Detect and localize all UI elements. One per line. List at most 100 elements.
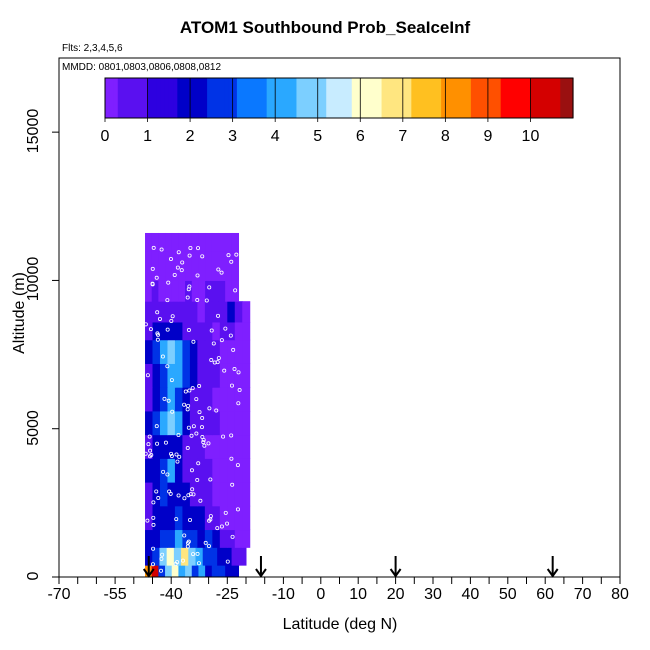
heatmap-cell bbox=[152, 482, 161, 507]
sample-marker bbox=[143, 322, 148, 327]
heatmap-cell bbox=[205, 280, 213, 302]
heatmap-cell bbox=[204, 458, 213, 483]
sample-marker bbox=[230, 534, 235, 539]
sample-marker bbox=[191, 424, 196, 429]
x-tick-label: 20 bbox=[386, 586, 405, 603]
sample-marker bbox=[229, 433, 234, 438]
colorbar-segment bbox=[275, 78, 281, 118]
colorbar-segment bbox=[479, 78, 485, 118]
heatmap-cell bbox=[212, 458, 221, 483]
sample-marker bbox=[188, 492, 193, 497]
heatmap-cell bbox=[219, 410, 228, 436]
heatmap-cell bbox=[227, 434, 236, 459]
colorbar-segment bbox=[300, 78, 306, 118]
sample-marker bbox=[150, 281, 155, 286]
heatmap-cell bbox=[189, 482, 198, 507]
heatmap-cell bbox=[227, 458, 236, 483]
heatmap-cell bbox=[159, 387, 168, 412]
sample-marker bbox=[148, 327, 153, 332]
colorbar-segment bbox=[321, 78, 327, 118]
heatmap-cell bbox=[152, 410, 161, 436]
sample-marker bbox=[172, 272, 177, 277]
colorbar-segment bbox=[211, 78, 217, 118]
sample-marker bbox=[180, 558, 185, 563]
y-axis bbox=[52, 131, 59, 578]
heatmap-cell bbox=[212, 301, 221, 323]
colorbar-segment bbox=[313, 78, 319, 118]
sample-marker bbox=[145, 373, 150, 378]
heatmap-cell bbox=[218, 250, 226, 281]
heatmap-cell bbox=[185, 232, 193, 252]
x-axis bbox=[58, 577, 621, 584]
x-tick-label: 80 bbox=[611, 586, 629, 603]
sample-marker bbox=[196, 246, 201, 251]
heatmap-cell bbox=[152, 387, 161, 412]
colorbar-segment bbox=[560, 78, 566, 118]
heatmap-cell bbox=[219, 339, 228, 364]
colorbar-tick-label: 7 bbox=[398, 128, 408, 145]
heatmap-cell bbox=[204, 321, 213, 341]
heatmap-cell bbox=[204, 339, 213, 364]
sample-marker bbox=[231, 347, 236, 352]
colorbar-segment bbox=[309, 78, 315, 118]
heatmap-cell bbox=[234, 321, 243, 341]
colorbar-segment bbox=[143, 78, 149, 118]
colorbar-segment bbox=[134, 78, 140, 118]
heatmap-cell bbox=[178, 565, 186, 578]
heatmap-cell bbox=[242, 458, 251, 483]
heatmap-cell bbox=[219, 321, 228, 341]
colorbar-segment bbox=[339, 78, 344, 118]
heatmap-cell bbox=[217, 547, 225, 566]
heatmap-cell bbox=[191, 565, 199, 578]
heatmap-cell bbox=[227, 410, 236, 436]
sample-marker bbox=[146, 442, 151, 447]
sample-marker bbox=[175, 459, 180, 464]
heatmap-cell bbox=[234, 505, 243, 531]
colorbar-segment bbox=[543, 78, 549, 118]
colorbar-segment bbox=[245, 78, 251, 118]
colorbar-segment bbox=[249, 78, 255, 118]
sample-marker bbox=[165, 327, 170, 332]
heatmap-cell bbox=[174, 434, 183, 459]
latitude-arrow bbox=[546, 556, 559, 578]
colorbar-segment bbox=[181, 78, 187, 118]
sample-marker bbox=[229, 383, 234, 388]
heatmap-cell bbox=[174, 339, 183, 364]
x-tick-label: -10 bbox=[271, 586, 295, 603]
heatmap-cell bbox=[159, 529, 168, 548]
heatmap-cell bbox=[189, 321, 198, 341]
sample-marker bbox=[207, 518, 212, 523]
heatmap-cell bbox=[197, 482, 206, 507]
sample-marker bbox=[182, 496, 187, 501]
heatmap-cell bbox=[159, 363, 168, 388]
heatmap-cell bbox=[227, 301, 236, 323]
sample-marker bbox=[175, 560, 180, 565]
heatmap-cell bbox=[174, 363, 183, 388]
heatmap-cell bbox=[152, 458, 161, 483]
heatmap-cell bbox=[211, 232, 219, 252]
sample-marker bbox=[151, 500, 156, 505]
heatmap-cell bbox=[225, 232, 233, 252]
colorbar-segment bbox=[330, 78, 336, 118]
sample-marker bbox=[201, 440, 206, 445]
x-tick-label: 60 bbox=[536, 586, 555, 603]
sample-marker bbox=[151, 546, 156, 551]
heatmap-cell bbox=[242, 321, 251, 341]
chart-title: ATOM1 Southbound Prob_SeaIceInf bbox=[179, 18, 471, 37]
sample-marker bbox=[185, 295, 190, 300]
colorbar-segment bbox=[377, 78, 383, 118]
colorbar-segment bbox=[253, 78, 259, 118]
x-tick-label: -40 bbox=[159, 586, 183, 603]
colorbar-segment bbox=[130, 78, 136, 118]
colorbar-segment bbox=[407, 78, 412, 118]
heatmap-cell bbox=[234, 363, 243, 388]
heatmap-cell bbox=[227, 339, 236, 364]
sample-marker bbox=[151, 515, 156, 520]
heatmap-cell bbox=[174, 410, 183, 436]
sample-marker bbox=[176, 432, 181, 437]
heatmap-cell bbox=[204, 410, 213, 436]
colorbar-segment bbox=[151, 78, 157, 118]
heatmap-cell bbox=[195, 547, 204, 566]
sample-marker bbox=[151, 522, 156, 527]
